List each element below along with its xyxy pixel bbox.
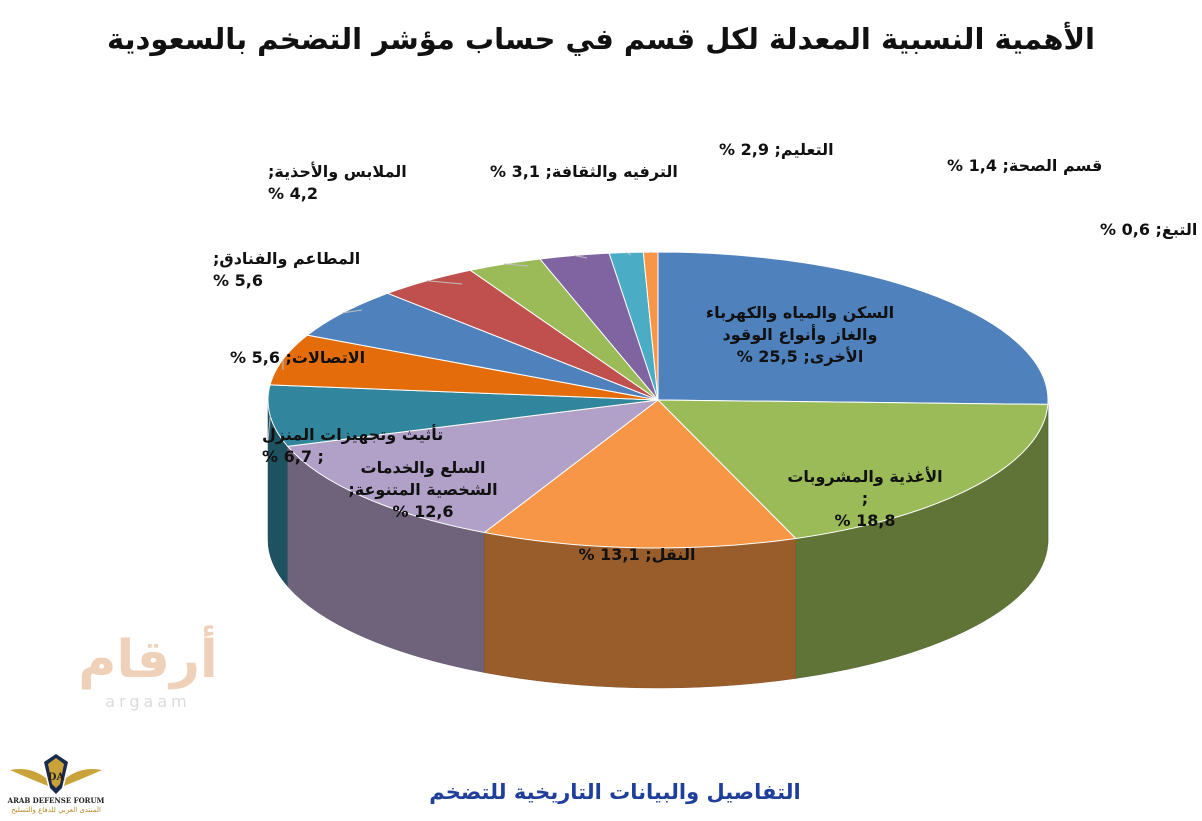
- leader-line-11: [625, 252, 632, 256]
- arab-defense-forum-logo: DA ARAB DEFENSE FORUM المنتدى العربي للد…: [6, 748, 106, 818]
- slice-label-7: المطاعم والفنادق; 5,6 %: [213, 249, 360, 290]
- pie-slice-1: [657, 251, 1049, 405]
- slice-label-4: السلع والخدمات الشخصية المتنوعة; 12,6 %: [348, 458, 497, 521]
- pie-slice-3: [483, 399, 797, 549]
- slice-label-line: السلع والخدمات: [360, 458, 485, 477]
- pie-labels: السكن والمياه والكهرباء والغاز وأنواع الو…: [213, 140, 1202, 564]
- pie-slice-12: [642, 251, 659, 401]
- pie-slice-2: [656, 399, 1049, 539]
- slice-label-line: الترفيه والثقافة; 3,1 %: [490, 162, 678, 181]
- leader-line-10: [574, 254, 588, 259]
- slice-label-line: والغاز وأنواع الوقود: [723, 324, 878, 344]
- inflation-history-link[interactable]: التفاصيل والبيانات التاريخية للتضخم: [429, 780, 801, 804]
- slice-label-6: الاتصالات; 5,6 %: [230, 348, 365, 367]
- slice-label-line: ; 6,7 %: [262, 447, 324, 466]
- slice-label-5: تأثيث وتجهيزات المنزل ; 6,7 %: [262, 424, 443, 466]
- slice-label-line: 18,8 %: [834, 511, 895, 530]
- watermark-arabic: أرقام: [78, 630, 218, 690]
- slice-label-line: تأثيث وتجهيزات المنزل: [262, 424, 443, 444]
- slice-label-line: قسم الصحة; 1,4 %: [947, 156, 1102, 175]
- slice-label-3: النقل; 13,1 %: [579, 545, 696, 564]
- slice-label-line: النقل; 13,1 %: [579, 545, 696, 564]
- logo-mark: DA: [47, 772, 65, 783]
- slice-label-line: الملابس والأحذية;: [268, 162, 407, 181]
- logo-name: ARAB DEFENSE FORUM: [7, 796, 105, 805]
- slice-label-line: الأغذية والمشروبات: [787, 467, 942, 486]
- slice-label-1: السكن والمياه والكهرباء والغاز وأنواع الو…: [706, 303, 894, 366]
- slice-label-8: الملابس والأحذية; 4,2 %: [268, 162, 407, 203]
- slice-label-2: الأغذية والمشروبات; 18,8 %: [787, 467, 942, 530]
- slice-label-line: منتجات التبغ; 0,6 %: [1100, 220, 1202, 239]
- pie-slice-4: [286, 399, 660, 534]
- chart-title: الأهمية النسبية المعدلة لكل قسم في حساب …: [107, 22, 1095, 56]
- eagle-icon: [10, 754, 102, 794]
- logo-arabic: المنتدى العربي للدفاع والتسليح: [11, 806, 101, 814]
- slice-label-line: الاتصالات; 5,6 %: [230, 348, 365, 367]
- leader-line-9: [504, 263, 529, 267]
- slice-label-10: التعليم; 2,9 %: [719, 140, 834, 159]
- leader-line-5: [267, 415, 271, 441]
- argaam-watermark: أرقام argaam: [58, 630, 238, 720]
- leader-line-7: [342, 309, 363, 314]
- leader-line-8: [426, 280, 463, 285]
- slice-label-line: ;: [862, 489, 868, 508]
- leader-line-12: [650, 251, 653, 254]
- watermark-latin: argaam: [105, 692, 191, 711]
- slice-label-9: الترفيه والثقافة; 3,1 %: [490, 162, 678, 181]
- slice-label-line: 4,2 %: [268, 184, 318, 203]
- slice-label-line: السكن والمياه والكهرباء: [706, 303, 894, 322]
- slice-label-12: منتجات التبغ; 0,6 %: [1100, 220, 1202, 239]
- slice-label-line: 12,6 %: [392, 502, 453, 521]
- slice-label-line: الشخصية المتنوعة;: [348, 480, 497, 499]
- slice-label-line: المطاعم والفنادق;: [213, 249, 360, 268]
- slice-label-line: 5,6 %: [213, 271, 263, 290]
- slice-label-line: التعليم; 2,9 %: [719, 140, 834, 159]
- slice-label-line: الأخرى; 25,5 %: [737, 347, 864, 366]
- slice-label-11: قسم الصحة; 1,4 %: [947, 156, 1102, 175]
